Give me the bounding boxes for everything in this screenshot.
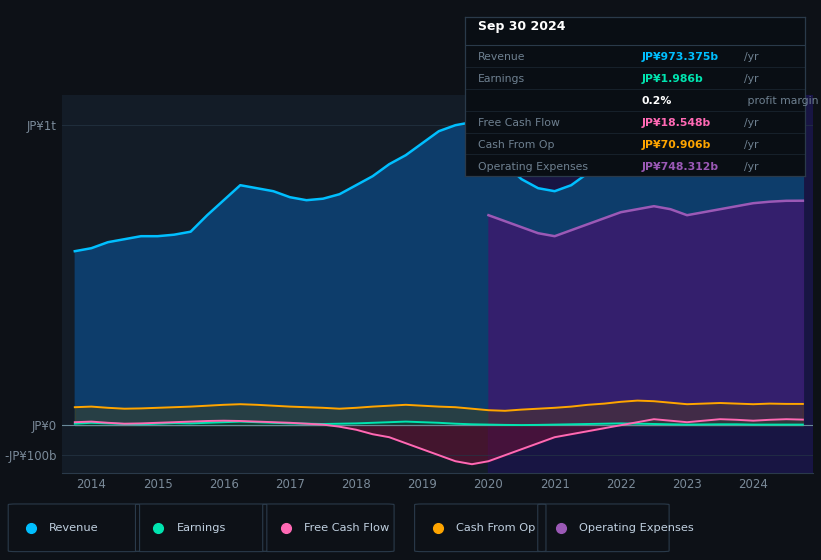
Text: Free Cash Flow: Free Cash Flow bbox=[304, 523, 389, 533]
Bar bbox=[488, 95, 813, 473]
Text: /yr: /yr bbox=[744, 52, 759, 62]
Text: Sep 30 2024: Sep 30 2024 bbox=[479, 20, 566, 33]
Text: /yr: /yr bbox=[744, 118, 759, 128]
Text: Operating Expenses: Operating Expenses bbox=[579, 523, 694, 533]
Text: /yr: /yr bbox=[744, 161, 759, 171]
Text: Free Cash Flow: Free Cash Flow bbox=[479, 118, 560, 128]
Text: profit margin: profit margin bbox=[744, 96, 819, 106]
Text: JP¥748.312b: JP¥748.312b bbox=[642, 161, 719, 171]
Text: 0.2%: 0.2% bbox=[642, 96, 672, 106]
Text: JP¥973.375b: JP¥973.375b bbox=[642, 52, 719, 62]
Text: /yr: /yr bbox=[744, 74, 759, 84]
Text: JP¥18.548b: JP¥18.548b bbox=[642, 118, 711, 128]
Text: Earnings: Earnings bbox=[177, 523, 226, 533]
Text: Cash From Op: Cash From Op bbox=[479, 139, 555, 150]
Text: Revenue: Revenue bbox=[49, 523, 99, 533]
Text: JP¥70.906b: JP¥70.906b bbox=[642, 139, 711, 150]
Text: JP¥1.986b: JP¥1.986b bbox=[642, 74, 704, 84]
Text: Earnings: Earnings bbox=[479, 74, 525, 84]
Text: Cash From Op: Cash From Op bbox=[456, 523, 535, 533]
Text: Operating Expenses: Operating Expenses bbox=[479, 161, 589, 171]
Text: /yr: /yr bbox=[744, 139, 759, 150]
Text: Revenue: Revenue bbox=[479, 52, 525, 62]
